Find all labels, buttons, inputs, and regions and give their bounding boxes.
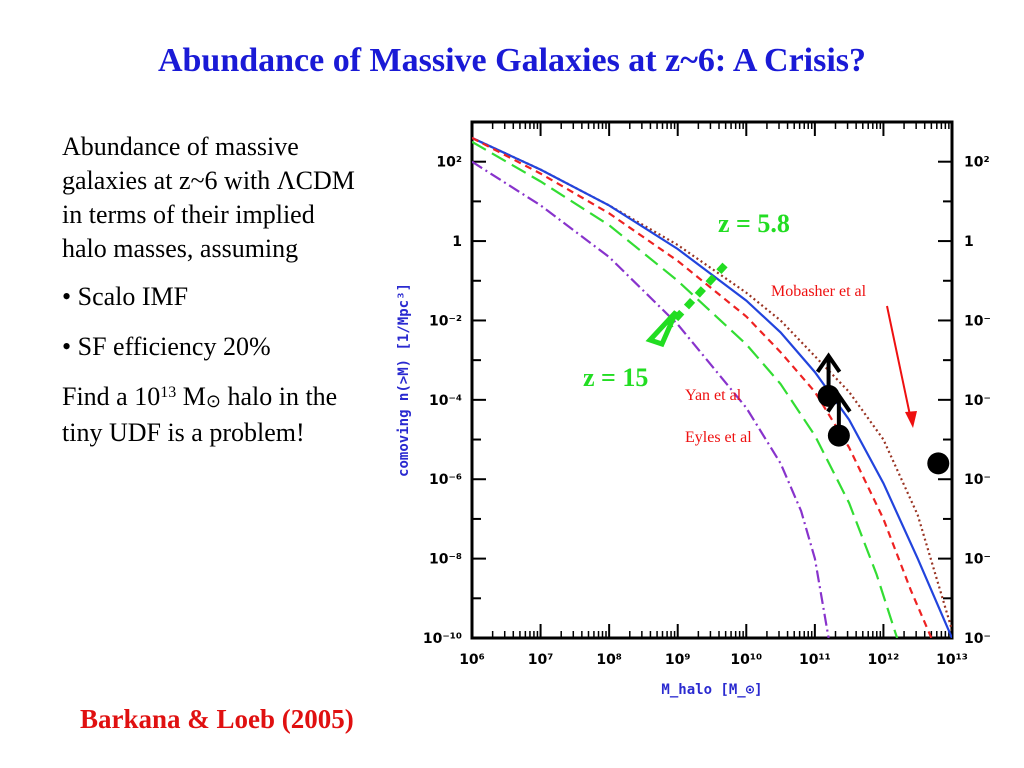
- mobasher-arrow-head: [905, 411, 917, 428]
- point-eyles: [817, 384, 840, 407]
- y-tick-label-right: 10⁻: [964, 472, 991, 488]
- conclusion-pre: Find a 10: [62, 382, 161, 411]
- x-tick-label: 10¹³: [936, 652, 968, 668]
- x-tick-label: 10⁷: [528, 652, 554, 668]
- y-tick-label: 1: [452, 234, 462, 250]
- curve-dotted: [472, 136, 952, 631]
- redshift-arrow-line: [667, 262, 728, 328]
- x-tick-label: 10¹¹: [799, 652, 831, 668]
- y-tick-label-right: 10⁻: [964, 631, 991, 647]
- y-tick-label: 10²: [436, 155, 462, 171]
- y-axis-label: comoving n(>M) [1/Mpc³]: [396, 283, 412, 477]
- label-z-5-8: z = 5.8: [718, 209, 790, 238]
- y-tick-label-right: 10²: [964, 155, 990, 171]
- label-mobasher: Mobasher et al: [771, 283, 867, 300]
- conclusion-exponent: 13: [160, 384, 177, 401]
- conclusion-post: halo in the tiny UDF is a problem!: [62, 382, 338, 447]
- bullet-sf-efficiency: • SF efficiency 20%: [62, 332, 271, 361]
- y-tick-label: 10⁻¹⁰: [423, 631, 462, 647]
- mobasher-arrow-line: [886, 305, 912, 421]
- y-tick-label: 10⁻⁶: [429, 472, 462, 488]
- label-yan: Yan et al: [685, 387, 742, 404]
- sun-symbol-icon: ⊙: [205, 391, 221, 411]
- y-tick-label-right: 10⁻: [964, 313, 991, 329]
- x-tick-label: 10⁸: [596, 652, 622, 668]
- plot-frame: [470, 120, 954, 640]
- x-axis-label: M_halo [M_⊙]: [661, 682, 762, 698]
- citation: Barkana & Loeb (2005): [80, 704, 354, 734]
- x-tick-label: 10¹²: [868, 652, 900, 668]
- x-tick-label: 10⁹: [665, 652, 691, 668]
- slide-body: Abundance of massive galaxies at z~6 wit…: [62, 130, 362, 466]
- point-mobasher: [927, 452, 950, 475]
- chart-svg: 10⁶ 10⁷ 10⁸ 10⁹ 10¹⁰ 10¹¹ 10¹² 10¹³ 10⁻¹⁰ 10⁻⁸ 10⁻…: [396, 120, 991, 698]
- bullet-scalo-imf: • Scalo IMF: [62, 282, 189, 311]
- x-tick-label: 10⁶: [459, 652, 485, 668]
- mass-function-chart: 10⁶ 10⁷ 10⁸ 10⁹ 10¹⁰ 10¹¹ 10¹² 10¹³ 10⁻¹⁰ 10⁻⁸ 10⁻…: [380, 100, 1000, 705]
- point-yan: [827, 424, 850, 447]
- curve-long-dash: [472, 140, 899, 638]
- redshift-arrow-head: [645, 310, 679, 348]
- label-eyles: Eyles et al: [685, 429, 752, 446]
- curve-short-dash: [472, 136, 933, 638]
- y-tick-label: 10⁻⁴: [429, 393, 462, 409]
- x-tick-label: 10¹⁰: [730, 652, 762, 668]
- y-tick-label-right: 10⁻: [964, 552, 991, 568]
- curve-solid: [472, 136, 952, 638]
- intro-text: Abundance of massive galaxies at z~6 wit…: [62, 132, 355, 263]
- label-z-15: z = 15: [583, 363, 648, 392]
- y-tick-label: 10⁻²: [429, 313, 462, 329]
- y-tick-label-right: 1: [964, 234, 974, 250]
- conclusion-mid: M: [176, 382, 206, 411]
- y-tick-label-right: 10⁻: [964, 393, 991, 409]
- conclusion-text: Find a 1013 M⊙ halo in the tiny UDF is a…: [62, 380, 362, 450]
- eyles-limit-arrowhead: [815, 352, 842, 374]
- slide-title: Abundance of Massive Galaxies at z~6: A …: [157, 42, 867, 79]
- y-tick-label: 10⁻⁸: [429, 552, 462, 568]
